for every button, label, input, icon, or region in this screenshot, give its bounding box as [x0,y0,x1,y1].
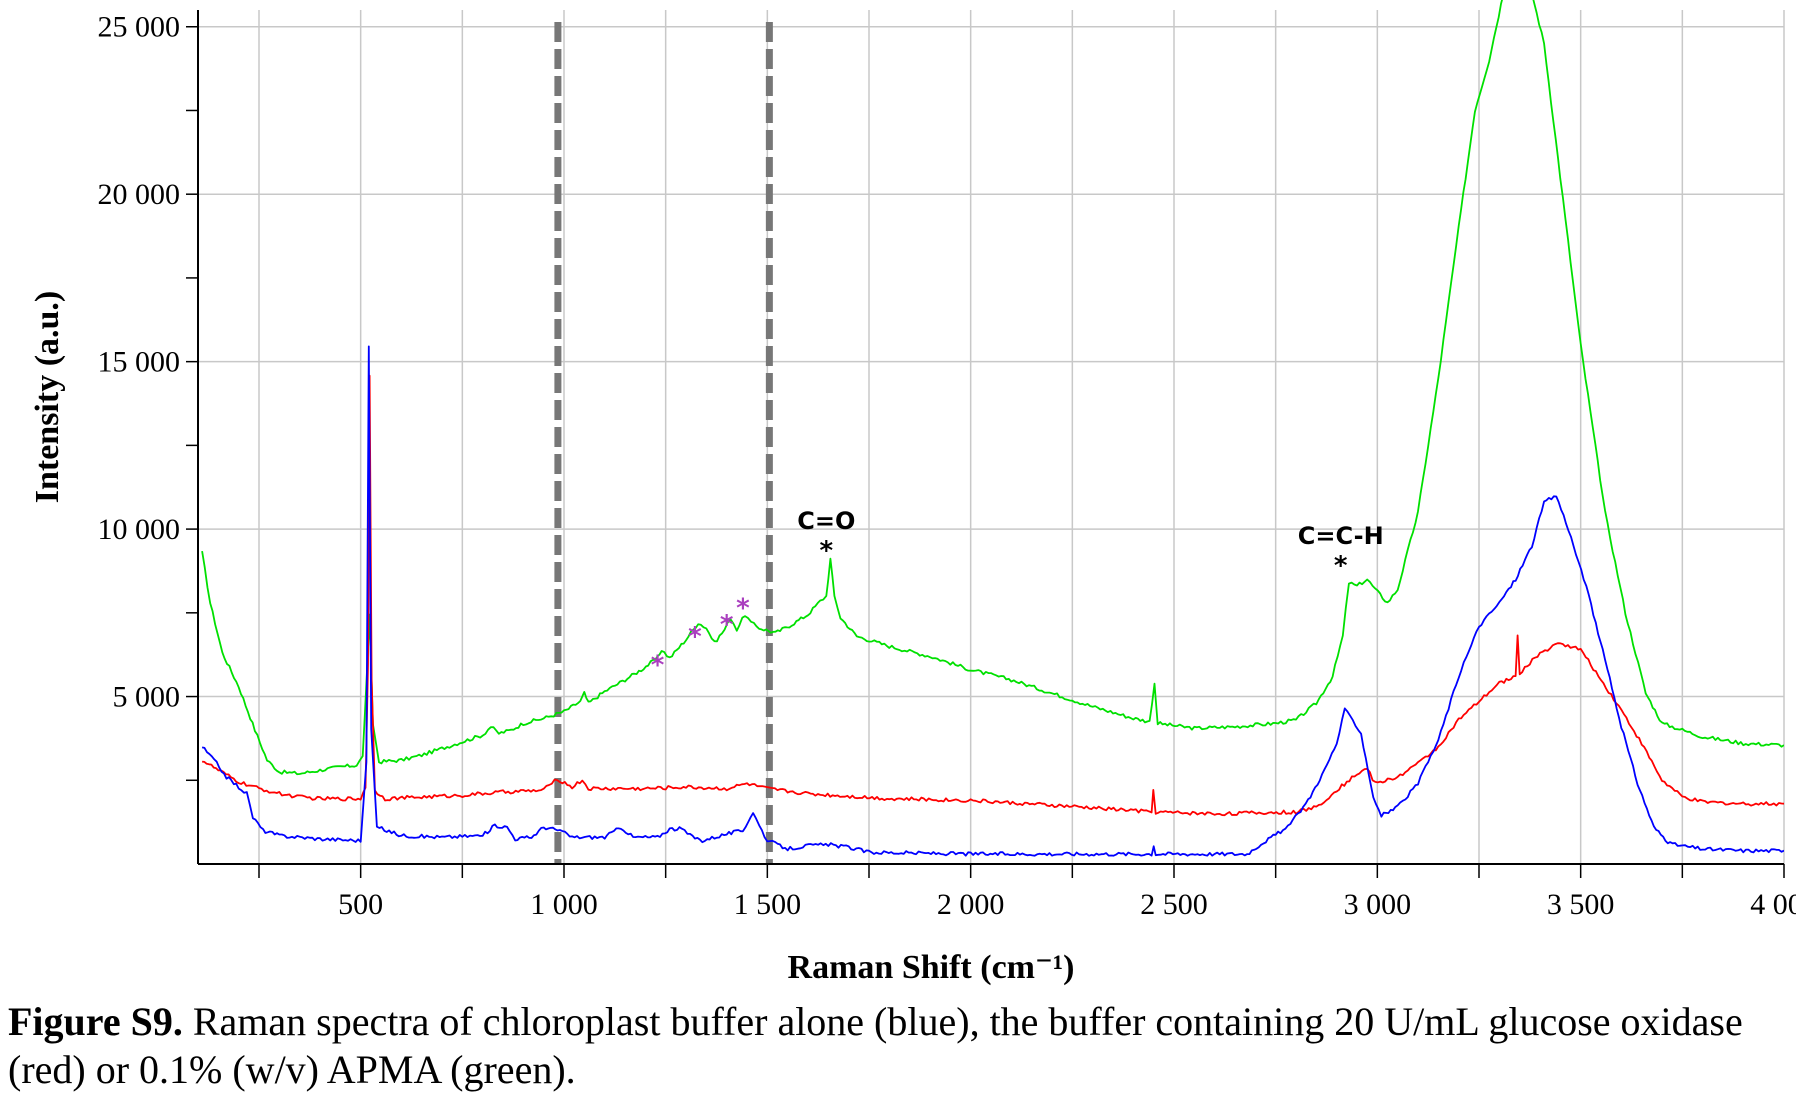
dashed-reference-lines [554,22,773,864]
y-axis-title: Intensity (a.u.) [29,291,66,504]
x-tick-label: 3 500 [1547,888,1615,921]
annotations: C=O* C=C-H*** ** [651,507,1384,680]
x-axis-title: Raman Shift (cm⁻¹) [788,949,1075,986]
y-tick-label: 25 000 [98,11,181,44]
peak-annotation-label: C=O [797,507,855,535]
axes: 5 000 10 000 15 000 20 000 25 000 500 1 000 1 5… [98,10,1796,921]
spectrum-line [201,345,1784,857]
x-tick-label: 2 500 [1140,888,1208,921]
peak-annotation-label: C=C-H [1298,522,1384,550]
y-tick-label: 15 000 [98,346,181,379]
peak-star-marker: * [688,622,702,652]
y-tick-label: 5 000 [113,681,181,714]
x-tick-label: 1 000 [530,888,598,921]
peak-star-marker: * [1334,551,1348,581]
peak-star-marker: * [720,610,734,640]
y-tick-label: 20 000 [98,178,181,211]
peak-star-marker: * [651,650,665,680]
x-tick-label: 1 500 [734,888,802,921]
x-tick-label: 500 [338,888,383,921]
x-tick-label: 4 000 [1750,888,1796,921]
grid [198,10,1785,864]
y-tick-label: 10 000 [98,513,181,546]
figure-caption: Figure S9. Raman spectra of chloroplast … [8,998,1788,1094]
caption-label: Figure S9. [8,999,183,1044]
peak-star-marker: * [736,593,750,623]
raman-spectra-chart: 5 000 10 000 15 000 20 000 25 000 500 1 000 1 5… [29,0,1796,986]
x-tick-label: 3 000 [1344,888,1412,921]
series-layer [201,0,1784,857]
x-tick-label: 2 000 [937,888,1005,921]
caption-text: Raman spectra of chloroplast buffer alon… [8,999,1743,1092]
spectrum-line [201,374,1784,817]
spectrum-line [201,0,1784,776]
peak-star-marker: * [819,536,833,566]
